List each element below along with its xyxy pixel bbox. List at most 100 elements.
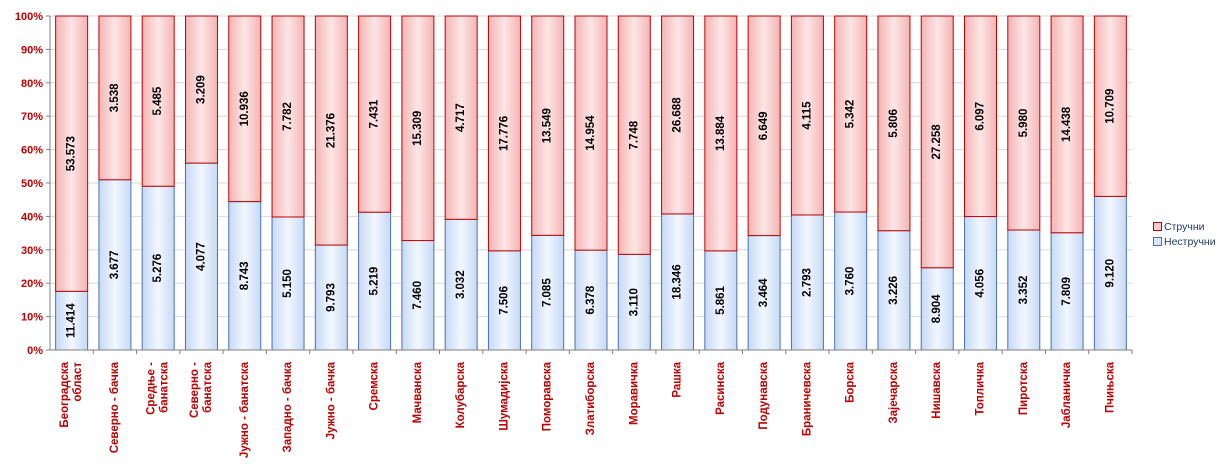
- data-label-stručni: 6.649: [758, 111, 770, 140]
- x-tick-label: Јабланичка: [1061, 361, 1073, 428]
- x-tick-label: Нишавска: [931, 361, 943, 418]
- y-axis: 0% 10% 20% 30% 40% 50% 60% 70% 80% 90% 100%: [15, 11, 51, 357]
- bar-segment-stručni: [747, 15, 781, 237]
- x-tick-label: Борска: [845, 361, 857, 402]
- legend-label-stručni: Стручни: [1164, 220, 1205, 233]
- y-tick-label: 10%: [21, 312, 43, 324]
- x-tick-label: Колубарска: [455, 361, 467, 428]
- bar-segment-nestručni: [704, 250, 738, 351]
- bar-segment-stručni: [1007, 15, 1041, 231]
- data-label-stručni: 5.806: [888, 109, 900, 138]
- data-label-stručni: 3.538: [109, 83, 121, 112]
- bar-segment-nestručni: [401, 240, 435, 351]
- bar-segment-nestručni: [1007, 229, 1041, 351]
- data-label-nestručni: 7.809: [1061, 277, 1073, 306]
- bars: 11.414 53.573 3.677 3.538 5.276 5.485 4.077 3.2…: [55, 15, 1127, 351]
- bar-segment-stručni: [184, 15, 218, 164]
- y-tick-label: 30%: [21, 245, 43, 257]
- x-tick-label: област: [72, 362, 84, 402]
- bar-segment-stručni: [55, 15, 89, 292]
- data-label-nestručni: 3.352: [1018, 276, 1030, 305]
- legend-item-nestručni: Нестручни: [1153, 234, 1216, 249]
- bar-segment-stručni: [531, 15, 565, 236]
- legend-item-stručni: Стручни: [1153, 219, 1216, 234]
- data-label-stručni: 15.309: [412, 111, 424, 146]
- bar-segment-nestručni: [1050, 232, 1084, 351]
- x-tick-label: Рашка: [672, 361, 684, 397]
- bar-segment-stručni: [228, 15, 262, 203]
- data-label-stručni: 4.115: [801, 101, 813, 130]
- y-tick-label: 90%: [21, 44, 43, 56]
- bar-segment-stručni: [877, 15, 911, 232]
- bar-segment-nestručni: [184, 162, 218, 351]
- x-tick-label: Јужно - банатска: [239, 361, 251, 458]
- bar-segment-stručni: [98, 15, 132, 181]
- x-tick-label: Расинска: [715, 361, 727, 414]
- data-label-nestručni: 8.743: [239, 261, 251, 290]
- y-tick-label: 80%: [21, 78, 43, 90]
- data-label-nestručni: 9.793: [325, 283, 337, 312]
- bar-segment-stručni: [920, 15, 954, 269]
- bar-segment-nestručni: [574, 249, 608, 351]
- x-tick-label: Мачванска: [412, 361, 424, 423]
- x-tick-label: Златиборска: [585, 361, 597, 435]
- bar-segment-nestručni: [444, 218, 478, 351]
- data-label-stručni: 13.549: [542, 108, 554, 143]
- x-tick-label: Браничевска: [801, 361, 813, 436]
- data-label-stručni: 5.342: [845, 100, 857, 129]
- data-label-nestručni: 5.861: [715, 285, 727, 314]
- data-label-stručni: 3.209: [195, 75, 207, 104]
- data-label-stručni: 10.709: [1104, 89, 1116, 124]
- data-label-nestručni: 3.677: [109, 251, 121, 280]
- y-tick-label: 60%: [21, 145, 43, 157]
- data-label-nestručni: 5.276: [152, 254, 164, 283]
- bar-segment-stručni: [141, 15, 175, 187]
- bar-segment-nestručni: [617, 253, 651, 351]
- y-tick-label: 50%: [21, 178, 43, 190]
- data-label-stručni: 27.258: [931, 124, 943, 160]
- bar-segment-stručni: [401, 15, 435, 242]
- data-label-stručni: 6.097: [975, 102, 987, 131]
- x-tick-label: Подунавска: [758, 361, 770, 429]
- data-label-nestručni: 3.464: [758, 278, 770, 307]
- legend-swatch-nestručni: [1153, 237, 1162, 246]
- data-label-nestručni: 3.760: [845, 267, 857, 296]
- bar-segment-nestručni: [964, 216, 998, 351]
- data-label-nestručni: 3.110: [628, 288, 640, 316]
- x-tick-label: Топличка: [975, 361, 987, 415]
- bar-segment-stručni: [271, 15, 305, 218]
- x-tick-label: Шумадијска: [498, 361, 510, 430]
- data-label-nestručni: 6.378: [585, 285, 597, 314]
- bar-segment-stručni: [1093, 15, 1127, 197]
- x-tick-label: Северно -: [189, 362, 201, 418]
- bar-segment-stručni: [444, 15, 478, 220]
- bar-segment-stručni: [487, 15, 521, 252]
- x-tick-label: Београдска: [59, 361, 71, 427]
- data-label-stručni: 14.438: [1061, 106, 1073, 142]
- y-tick-label: 70%: [21, 111, 43, 123]
- data-label-stručni: 21.376: [325, 113, 337, 148]
- y-tick-label: 100%: [15, 11, 43, 23]
- data-label-nestručni: 3.032: [455, 270, 467, 299]
- data-label-stručni: 7.748: [628, 120, 640, 149]
- x-tick-label: банатска: [202, 361, 214, 412]
- x-tick-label: Пчињска: [1104, 361, 1116, 413]
- x-tick-label: Зајечарска: [888, 361, 900, 423]
- data-label-nestručni: 5.150: [282, 269, 294, 298]
- data-label-stručni: 26.688: [672, 97, 684, 133]
- x-tick-label: Поморавска: [542, 361, 554, 431]
- bar-segment-nestručni: [877, 230, 911, 351]
- bar-segment-stručni: [1050, 15, 1084, 234]
- data-label-nestručni: 7.460: [412, 281, 424, 310]
- bar-segment-nestručni: [228, 201, 262, 351]
- data-label-nestručni: 2.793: [801, 268, 813, 297]
- data-label-nestručni: 9.120: [1104, 259, 1116, 288]
- data-label-nestručni: 8.904: [931, 294, 943, 323]
- bar-segment-stručni: [617, 15, 651, 255]
- data-label-stručni: 7.782: [282, 102, 294, 131]
- data-label-nestručni: 7.506: [498, 286, 510, 315]
- bar-segment-stručni: [574, 15, 608, 251]
- data-label-nestručni: 11.414: [66, 303, 78, 338]
- y-tick-label: 40%: [21, 211, 43, 223]
